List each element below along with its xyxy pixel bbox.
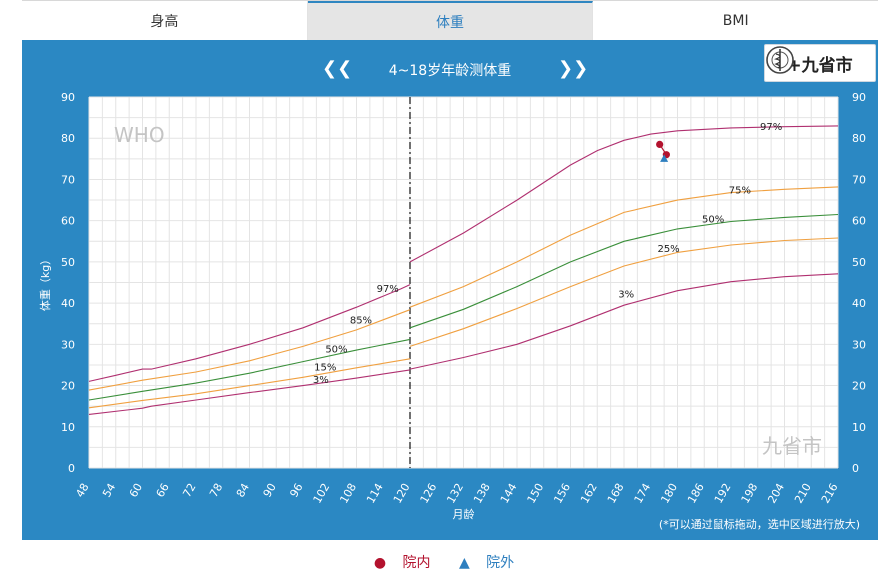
legend: ● 院内 ▲ 院外	[0, 552, 888, 572]
y-tick-label-left: 50	[61, 256, 75, 269]
y-tick-label-right: 40	[852, 297, 866, 310]
x-tick-label: 120	[391, 481, 413, 506]
percentile-line-2	[88, 338, 411, 401]
next-chart-button[interactable]: ❯❯	[558, 58, 588, 79]
watermark-region: 九省市	[762, 434, 822, 458]
percentile-line-5	[409, 125, 839, 263]
percentile-label-5: 97%	[760, 122, 782, 133]
tab-height[interactable]: 身高	[22, 1, 308, 40]
percentile-label-9: 3%	[618, 289, 634, 300]
y-tick-label-right: 20	[852, 380, 866, 393]
circle-marker-icon: ●	[373, 555, 387, 571]
x-tick-label: 174	[632, 481, 654, 506]
x-tick-label: 60	[127, 481, 145, 500]
data-point-out-2	[660, 154, 669, 162]
double-chevron-right-icon: ❯❯	[558, 58, 589, 79]
y-tick-label-left: 30	[61, 338, 75, 351]
percentile-label-2: 50%	[325, 345, 347, 356]
legend-in[interactable]: ● 院内	[368, 555, 437, 571]
y-tick-label-right: 50	[852, 256, 866, 269]
legend-out-label: 院外	[486, 555, 515, 571]
x-tick-label: 84	[234, 481, 252, 500]
x-tick-label: 108	[337, 481, 359, 506]
x-tick-label: 210	[792, 481, 814, 506]
watermark-who: WHO	[114, 123, 165, 147]
prev-chart-button[interactable]: ❮❮	[322, 58, 352, 79]
y-tick-label-left: 40	[61, 297, 75, 310]
double-chevron-left-icon: ❮❮	[322, 58, 353, 79]
percentile-line-9	[409, 273, 839, 370]
percentile-label-7: 50%	[702, 214, 724, 225]
x-tick-label: 216	[819, 481, 841, 506]
x-tick-label: 168	[605, 481, 627, 506]
y-tick-label-right: 90	[852, 91, 866, 104]
percentile-label-6: 75%	[729, 185, 751, 196]
y-tick-label-left: 0	[68, 462, 75, 475]
x-tick-label: 204	[765, 481, 787, 506]
x-tick-label: 192	[712, 481, 734, 506]
x-tick-label: 156	[551, 481, 573, 506]
x-tick-label: 54	[100, 481, 118, 500]
percentile-label-0: 97%	[377, 284, 399, 295]
x-tick-label: 180	[658, 481, 680, 506]
percentile-label-8: 25%	[657, 244, 679, 255]
percentile-line-6	[409, 186, 839, 308]
weight-chart[interactable]: 0 0 10 10 20 20 30 30 40 40 50 50 60 60 70 70 80 80 90 90 48…	[22, 40, 878, 540]
percentile-label-1: 85%	[350, 316, 372, 327]
x-tick-label: 78	[207, 481, 225, 500]
x-tick-label: 144	[498, 481, 520, 506]
y-tick-label-left: 20	[61, 380, 75, 393]
x-tick-label: 150	[525, 481, 547, 506]
x-tick-label: 186	[685, 481, 707, 506]
y-tick-label-right: 80	[852, 132, 866, 145]
data-point-in-0	[656, 140, 664, 149]
x-axis-label: 月龄	[453, 507, 475, 521]
percentile-label-3: 15%	[314, 363, 336, 374]
x-tick-label: 90	[261, 481, 279, 500]
y-tick-label-right: 10	[852, 421, 866, 434]
y-tick-label-right: 70	[852, 173, 866, 186]
x-tick-label: 96	[287, 481, 305, 500]
y-tick-label-left: 60	[61, 215, 75, 228]
y-tick-label-right: 30	[852, 338, 866, 351]
y-tick-label-left: 70	[61, 173, 75, 186]
y-tick-label-right: 0	[852, 462, 859, 475]
zoom-hint: (*可以通过鼠标拖动，选中区域进行放大)	[659, 517, 860, 531]
percentile-line-0	[88, 284, 411, 382]
x-tick-label: 48	[73, 481, 91, 500]
legend-out[interactable]: ▲ 院外	[453, 555, 520, 571]
y-tick-label-left: 80	[61, 132, 75, 145]
logo-badge: +九省市	[764, 44, 876, 82]
percentile-line-4	[88, 369, 411, 415]
logo-text: +九省市	[787, 55, 853, 76]
legend-in-label: 院内	[402, 555, 431, 571]
y-tick-label-left: 10	[61, 421, 75, 434]
percentile-line-8	[409, 237, 839, 347]
percentile-line-7	[409, 213, 839, 329]
triangle-marker-icon: ▲	[458, 555, 470, 571]
x-tick-label: 138	[471, 481, 493, 506]
x-tick-label: 114	[364, 481, 386, 506]
y-tick-label-left: 90	[61, 91, 75, 104]
x-tick-label: 66	[154, 481, 172, 500]
tab-weight[interactable]: 体重	[307, 1, 594, 40]
x-tick-label: 198	[739, 481, 761, 506]
percentile-line-3	[88, 358, 411, 409]
x-tick-label: 126	[418, 481, 440, 506]
y-tick-label-right: 60	[852, 215, 866, 228]
chart-title: 4~18岁年龄测体重	[388, 63, 512, 79]
tab-bar: 身高 体重 BMI	[22, 0, 879, 40]
percentile-line-1	[88, 309, 411, 391]
y-axis-label: 体重（kg）	[38, 254, 52, 311]
who-emblem-icon	[766, 46, 794, 74]
percentile-label-4: 3%	[313, 375, 329, 386]
x-tick-label: 132	[444, 481, 466, 506]
x-tick-label: 102	[311, 481, 333, 506]
tab-bmi[interactable]: BMI	[593, 1, 879, 40]
chart-panel: ❮❮ 4~18岁年龄测体重 ❯❯ +九省市 0 0 10 10 20 20 30 30 40 40…	[22, 40, 878, 540]
x-tick-label: 162	[578, 481, 600, 506]
x-tick-label: 72	[180, 481, 198, 500]
